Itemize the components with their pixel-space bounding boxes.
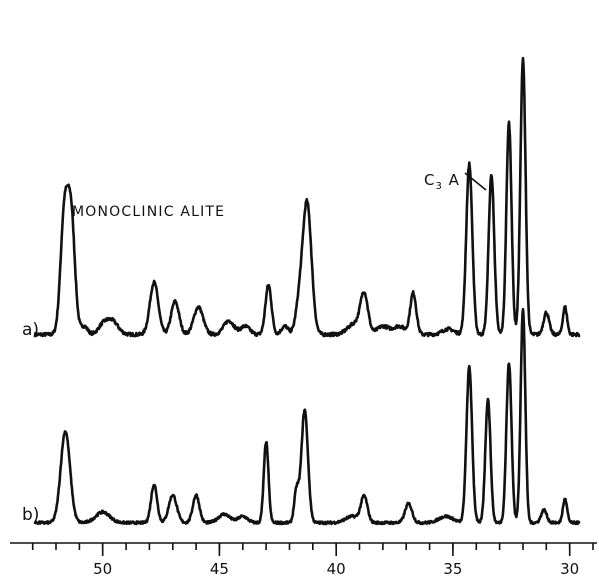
x-axis-major-ticks: 50 45 40 35 30 xyxy=(93,543,579,578)
trace-series-a xyxy=(33,56,581,338)
c3a-label-suffix: A xyxy=(443,171,460,189)
x-axis-minor-ticks xyxy=(31,543,594,550)
x-tick-label: 30 xyxy=(560,560,579,578)
x-tick-label: 35 xyxy=(443,560,462,578)
x-axis: 50 45 40 35 30 xyxy=(10,542,597,578)
c3a-label-main: C xyxy=(424,171,435,189)
c3a-leader-line xyxy=(464,172,487,191)
monoclinic-alite-label: MONOCLINIC ALITE xyxy=(72,204,225,220)
diffraction-traces xyxy=(33,56,581,526)
series-b-label: b) xyxy=(22,505,39,525)
series-a-label: a) xyxy=(22,320,39,340)
c3a-label-subscript: 3 xyxy=(435,181,442,192)
c3a-label: C3 A xyxy=(424,171,460,192)
trace-series-b xyxy=(33,307,581,526)
x-tick-label: 45 xyxy=(210,560,229,578)
x-tick-label: 40 xyxy=(327,560,346,578)
x-tick-label: 50 xyxy=(93,560,112,578)
